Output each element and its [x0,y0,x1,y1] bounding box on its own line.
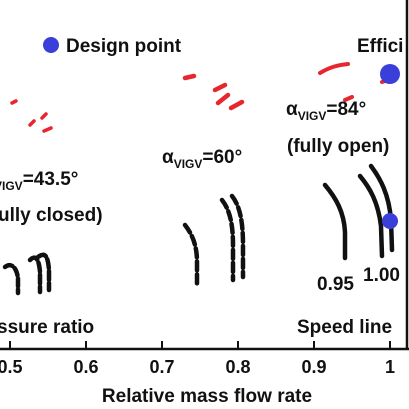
legend-design-point-label: Design point [66,36,182,57]
speed-line-closed-1 [2,262,21,296]
alpha-closed-value: =43.5° [23,169,79,190]
note-open: (fully open) [287,136,389,157]
speed-label-100: 1.00 [363,265,400,286]
legend-efficiency-label: Effici [357,36,403,57]
efficiency-curves [10,62,391,133]
alpha-label-closed: VIGV=43.5° [0,169,78,193]
alpha-open-symbol: α [286,99,298,120]
alpha-60-symbol: α [162,147,174,168]
design-point-efficiency [380,64,400,84]
x-tick-label: 0.8 [225,357,250,377]
x-tick-label: 0.6 [73,357,98,377]
speed-line-open-097 [357,173,385,259]
y-axis-label-fragment: ssure ratio [0,317,94,338]
alpha-60-value: =60° [202,147,242,168]
alpha-label-open: αVIGV=84° [286,99,366,123]
x-axis-label: Relative mass flow rate [102,386,312,407]
speed-line-label: Speed line [297,317,392,338]
speed-line-open-095 [322,182,348,261]
speed-lines [2,163,395,296]
note-closed: ully closed) [0,205,103,226]
speed-line-60-2 [219,197,236,283]
x-tick-label: 1 [385,357,395,377]
speed-label-095: 0.95 [317,274,354,295]
x-tick-label: 0.9 [301,357,326,377]
alpha-60-sub: VIGV [174,157,203,171]
efficiency-curve-open [318,62,391,102]
legend-design-point-marker [43,37,59,53]
speed-line-60-1 [182,222,200,290]
alpha-closed-sub: VIGV [0,179,23,193]
x-ticks: 0.5 0.6 0.7 0.8 0.9 1 [0,341,395,377]
efficiency-curve-closed [10,99,53,133]
x-tick-label: 0.7 [149,357,174,377]
x-tick-label: 0.5 [0,357,23,377]
efficiency-curve-60 [182,73,245,111]
speed-line-closed-3 [35,252,52,293]
alpha-label-60: αVIGV=60° [162,147,242,171]
design-point-speed-line [382,213,398,229]
speed-line-60-3 [229,193,246,280]
speed-line-closed-2 [27,255,43,295]
alpha-open-value: =84° [326,99,366,120]
alpha-open-sub: VIGV [298,109,327,123]
